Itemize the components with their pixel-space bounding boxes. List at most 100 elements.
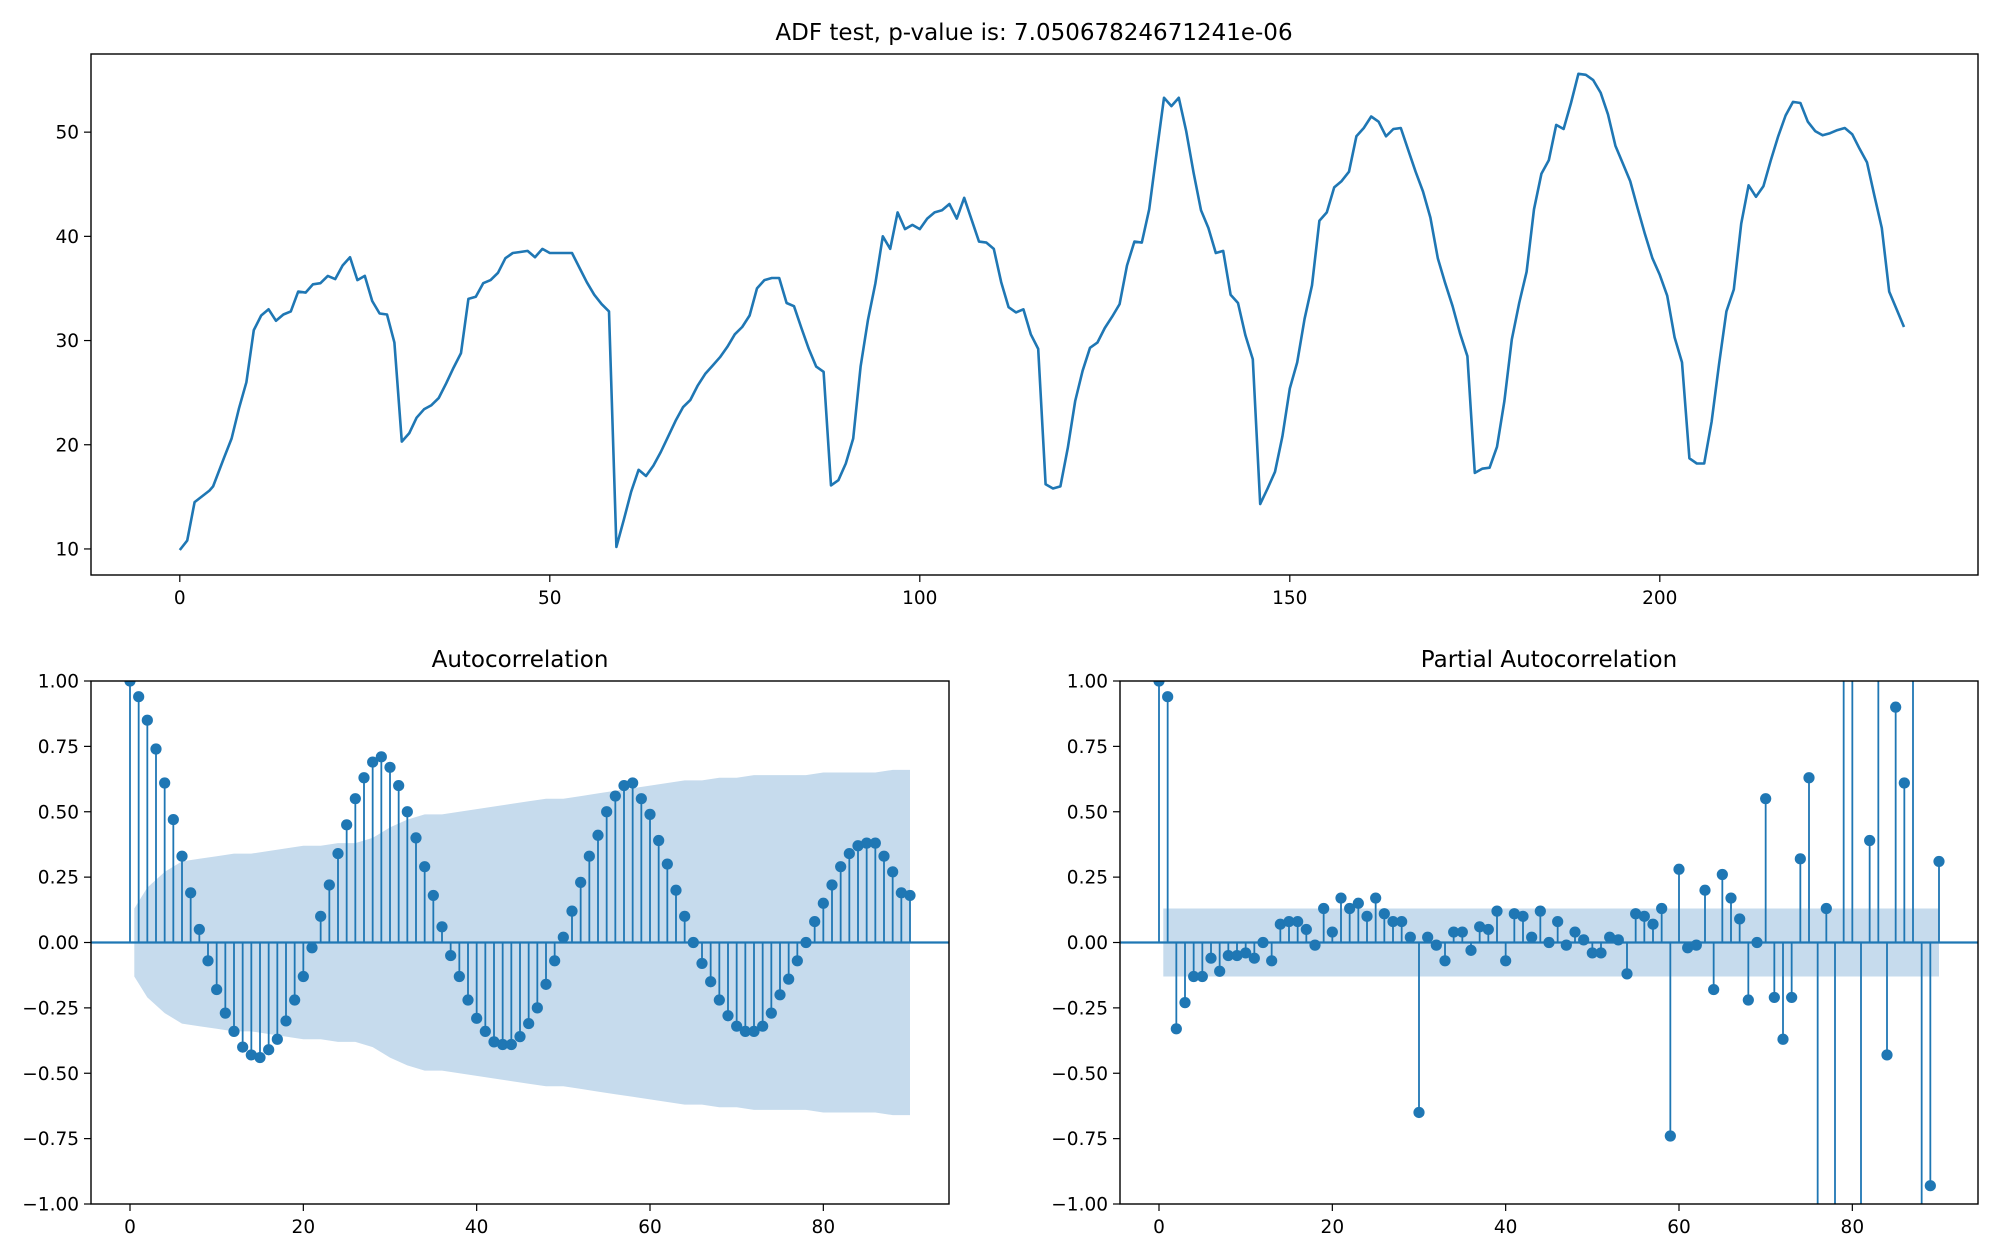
acf-plot: Autocorrelation 0 20 40 60 80 −1.00 −0.75 −0.50… bbox=[22, 647, 950, 1238]
pacf-marker bbox=[1604, 931, 1616, 943]
acf-marker bbox=[705, 976, 717, 988]
pacf-marker bbox=[1664, 1130, 1676, 1142]
acf-ytick-label: 0.75 bbox=[38, 737, 79, 758]
acf-marker bbox=[583, 850, 595, 862]
pacf-marker bbox=[1300, 923, 1312, 936]
pacf-marker bbox=[1690, 939, 1702, 951]
acf-marker bbox=[540, 978, 552, 990]
acf-marker bbox=[419, 861, 431, 873]
pacf-marker bbox=[1205, 952, 1217, 964]
acf-marker bbox=[367, 756, 379, 768]
pacf-marker bbox=[1526, 931, 1538, 943]
pacf-marker bbox=[1534, 905, 1546, 917]
pacf-plot: Partial Autocorrelation 0 20 40 60 80 −1.00 −0… bbox=[1051, 623, 1979, 1238]
timeseries-ytick-label: 50 bbox=[55, 123, 79, 144]
pacf-xtick-label: 80 bbox=[1841, 1217, 1865, 1238]
pacf-ytick-label: 0.25 bbox=[1067, 868, 1108, 889]
acf-ytick-label: −0.50 bbox=[22, 1064, 79, 1085]
acf-marker bbox=[609, 790, 621, 802]
pacf-marker bbox=[1890, 701, 1902, 713]
acf-marker bbox=[774, 989, 786, 1001]
pacf-marker bbox=[1413, 1106, 1425, 1119]
acf-marker bbox=[670, 884, 682, 896]
pacf-marker bbox=[1396, 915, 1408, 928]
pacf-marker bbox=[1595, 947, 1607, 959]
acf-marker bbox=[462, 994, 474, 1006]
timeseries-ytick-label: 40 bbox=[55, 227, 79, 248]
acf-marker bbox=[306, 942, 318, 954]
pacf-marker bbox=[1734, 913, 1746, 925]
pacf-marker bbox=[1873, 623, 1884, 634]
pacf-ytick-label: 1.00 bbox=[1067, 672, 1108, 693]
pacf-marker bbox=[1569, 926, 1581, 938]
pacf-marker bbox=[1630, 908, 1642, 920]
acf-marker bbox=[817, 897, 829, 909]
pacf-marker bbox=[1179, 997, 1191, 1009]
acf-ytick-label: 0.50 bbox=[38, 802, 79, 823]
pacf-ytick-label: 0.00 bbox=[1067, 933, 1108, 954]
timeseries-xtick-label: 0 bbox=[174, 588, 186, 609]
acf-marker bbox=[505, 1038, 517, 1051]
acf-marker bbox=[141, 714, 153, 726]
acf-marker bbox=[523, 1017, 535, 1030]
pacf-xtick-label: 40 bbox=[1494, 1217, 1518, 1238]
pacf-marker bbox=[1768, 991, 1780, 1004]
acf-marker bbox=[748, 1025, 760, 1038]
acf-marker bbox=[471, 1012, 483, 1024]
pacf-ytick-label: −0.25 bbox=[1051, 998, 1108, 1019]
pacf-marker bbox=[1517, 910, 1529, 922]
acf-marker bbox=[835, 861, 847, 873]
pacf-marker bbox=[1560, 939, 1572, 951]
timeseries-plot: ADF test, p-value is: 7.05067824671241e-… bbox=[55, 20, 1979, 609]
pacf-xtick-label: 20 bbox=[1321, 1217, 1345, 1238]
pacf-marker bbox=[1786, 991, 1798, 1004]
acf-marker bbox=[167, 813, 179, 826]
timeseries-line bbox=[178, 72, 1906, 551]
acf-marker bbox=[202, 955, 214, 967]
pacf-marker bbox=[1344, 902, 1356, 915]
acf-marker bbox=[497, 1038, 509, 1051]
pacf-marker bbox=[1170, 1023, 1182, 1035]
acf-ytick-label: 1.00 bbox=[38, 672, 79, 693]
pacf-marker bbox=[1266, 955, 1278, 967]
pacf-marker bbox=[1240, 947, 1252, 959]
acf-marker bbox=[653, 834, 665, 847]
acf-marker bbox=[150, 743, 162, 755]
pacf-marker bbox=[1820, 902, 1832, 915]
pacf-ytick-label: −0.75 bbox=[1051, 1129, 1108, 1150]
timeseries-xtick-label: 200 bbox=[1642, 588, 1677, 609]
acf-marker bbox=[635, 793, 647, 805]
acf-marker bbox=[211, 983, 223, 996]
acf-ytick-label: −0.25 bbox=[22, 998, 79, 1019]
pacf-xtick-label: 0 bbox=[1153, 1217, 1165, 1238]
acf-marker bbox=[185, 887, 197, 899]
pacf-marker bbox=[1387, 915, 1399, 928]
pacf-marker bbox=[1716, 868, 1728, 881]
pacf-marker bbox=[1552, 915, 1564, 928]
acf-marker bbox=[228, 1025, 240, 1038]
timeseries-title: ADF test, p-value is: 7.05067824671241e-… bbox=[775, 20, 1292, 46]
acf-marker bbox=[323, 879, 335, 891]
acf-ytick-label: 0.25 bbox=[38, 868, 79, 889]
pacf-marker bbox=[1673, 863, 1685, 875]
pacf-marker bbox=[1370, 892, 1382, 904]
pacf-marker bbox=[1742, 994, 1754, 1006]
pacf-marker bbox=[1638, 910, 1650, 922]
pacf-marker bbox=[1508, 908, 1520, 920]
pacf-marker bbox=[1222, 949, 1234, 962]
acf-marker bbox=[592, 829, 604, 841]
acf-marker bbox=[627, 777, 639, 789]
acf-marker bbox=[731, 1020, 743, 1032]
acf-marker bbox=[696, 957, 708, 970]
pacf-marker bbox=[1378, 908, 1390, 920]
acf-marker bbox=[401, 806, 413, 818]
acf-marker bbox=[661, 858, 673, 870]
pacf-marker bbox=[1847, 623, 1858, 634]
pacf-marker bbox=[1231, 949, 1243, 962]
pacf-marker bbox=[1422, 931, 1434, 943]
acf-xtick-label: 0 bbox=[124, 1217, 136, 1238]
acf-xtick-label: 60 bbox=[638, 1217, 662, 1238]
acf-marker bbox=[765, 1007, 777, 1019]
acf-marker bbox=[549, 955, 561, 967]
